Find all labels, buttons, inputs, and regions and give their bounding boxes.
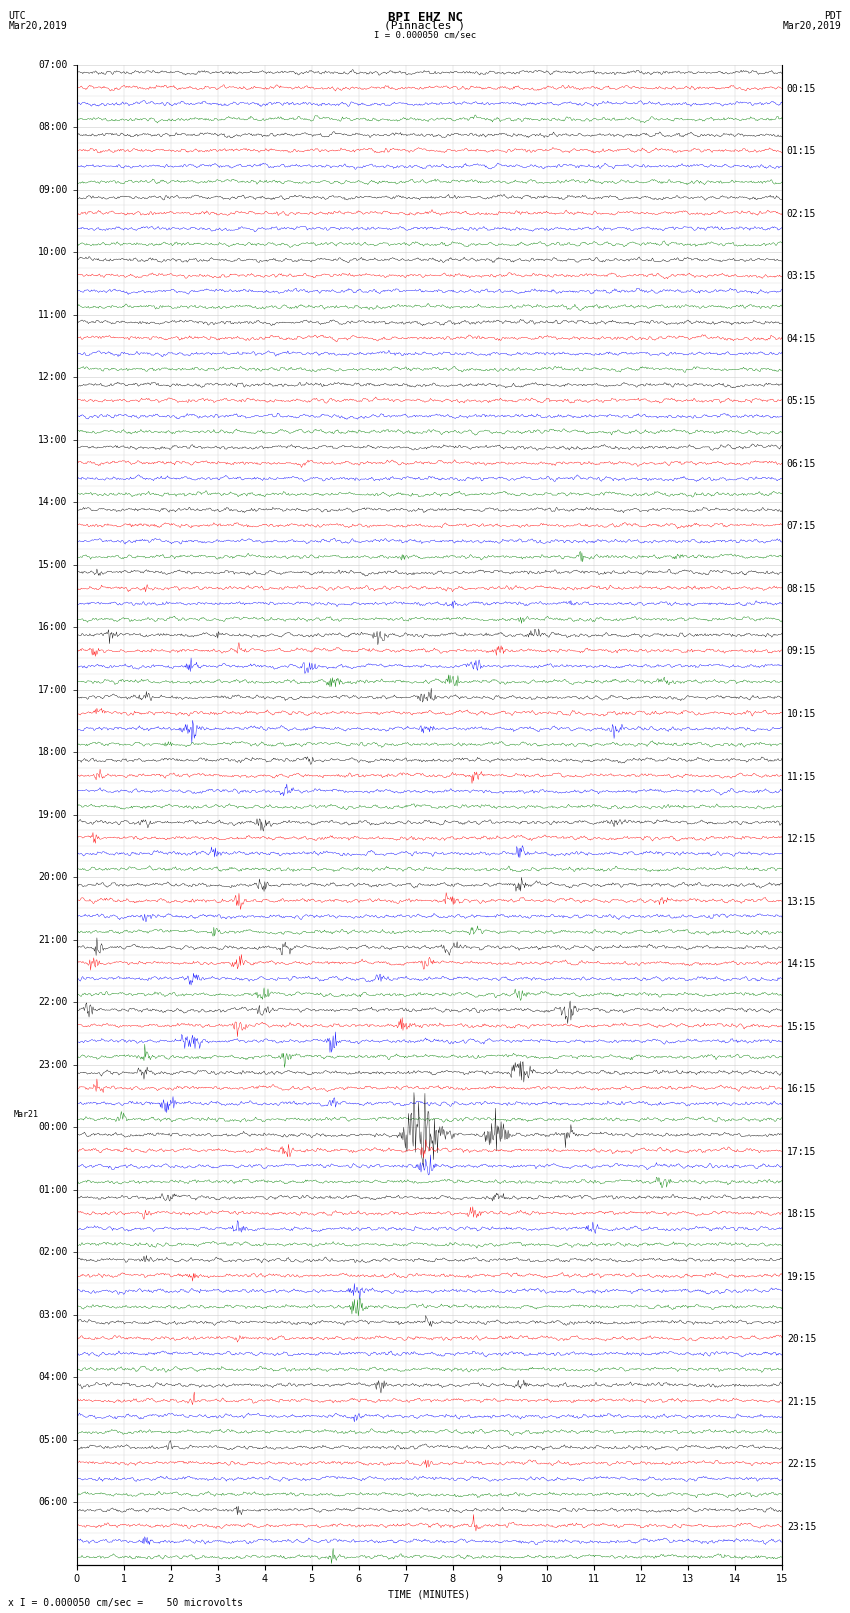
Text: PDT: PDT (824, 11, 842, 21)
Text: Mar20,2019: Mar20,2019 (8, 21, 67, 31)
Text: I = 0.000050 cm/sec: I = 0.000050 cm/sec (374, 31, 476, 40)
Text: (Pinnacles ): (Pinnacles ) (384, 21, 466, 31)
Text: Mar20,2019: Mar20,2019 (783, 21, 842, 31)
Text: UTC: UTC (8, 11, 26, 21)
X-axis label: TIME (MINUTES): TIME (MINUTES) (388, 1590, 470, 1600)
Text: x I = 0.000050 cm/sec =    50 microvolts: x I = 0.000050 cm/sec = 50 microvolts (8, 1598, 243, 1608)
Text: BPI EHZ NC: BPI EHZ NC (388, 11, 462, 24)
Text: Mar21: Mar21 (14, 1110, 39, 1119)
